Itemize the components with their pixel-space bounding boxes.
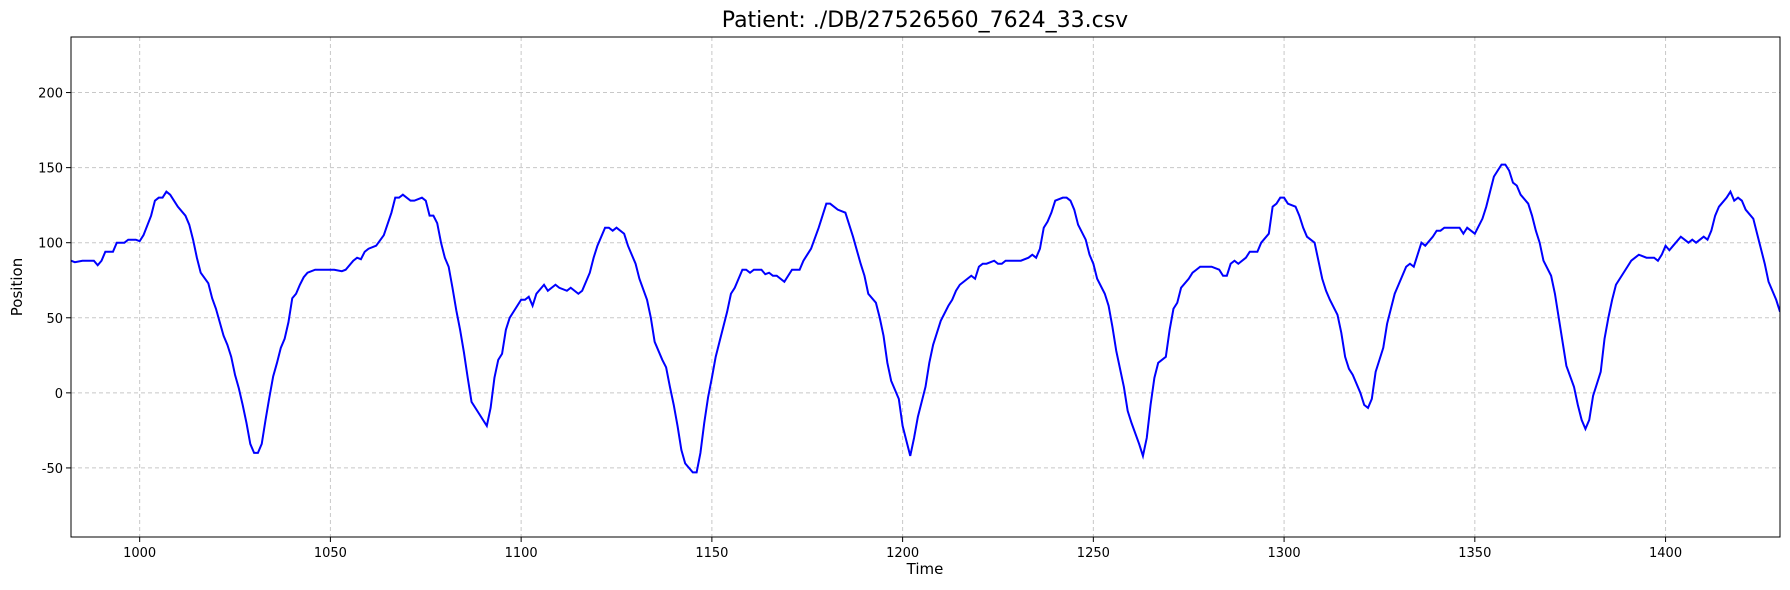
y-tick-label: 150 — [38, 162, 63, 177]
x-tick-label: 1350 — [1458, 546, 1491, 561]
plot-frame — [70, 36, 1781, 538]
y-tick-label: 200 — [38, 87, 63, 102]
chart-title: Patient: ./DB/27526560_7624_33.csv — [722, 8, 1128, 33]
x-tick-label: 1050 — [314, 546, 347, 561]
y-axis-label: Position — [8, 258, 26, 316]
x-tick-label: 1250 — [1077, 546, 1110, 561]
data-line — [71, 163, 1780, 474]
y-tick-label: 0 — [55, 387, 63, 402]
x-tick-label: 1400 — [1649, 546, 1682, 561]
x-tick-label: 1200 — [886, 546, 919, 561]
y-tick-label: -50 — [42, 462, 63, 477]
x-tick-label: 1300 — [1268, 546, 1301, 561]
x-tick-label: 1150 — [695, 546, 728, 561]
x-axis-label: Time — [906, 560, 944, 578]
y-tick-label: 50 — [46, 312, 63, 327]
y-tick-label: 100 — [38, 237, 63, 252]
x-tick-label: 1100 — [505, 546, 538, 561]
x-tick-label: 1000 — [123, 546, 156, 561]
